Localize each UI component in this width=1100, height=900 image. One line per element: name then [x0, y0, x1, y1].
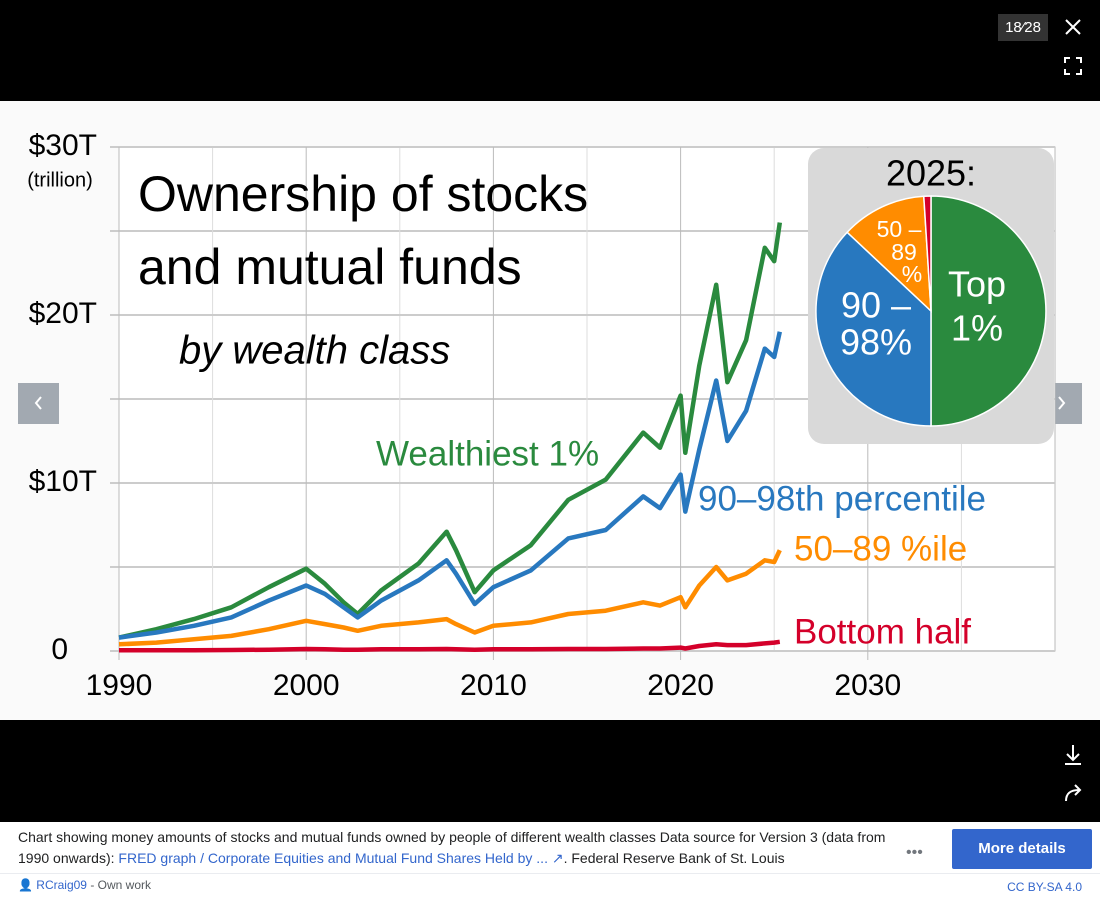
series-label: 50–89 %ile: [794, 529, 967, 568]
counter-box: [998, 14, 1048, 41]
series-label: Bottom half: [794, 612, 971, 651]
series-line: [118, 331, 782, 640]
y-tick-label: $10T: [29, 465, 97, 498]
caption-panel: Chart showing money amounts of stocks an…: [0, 822, 1100, 900]
x-tick-label: 1990: [86, 669, 153, 702]
caption-text: Chart showing money amounts of stocks an…: [18, 829, 886, 866]
more-menu[interactable]: •••: [906, 844, 923, 861]
caption-end: . Federal Reserve Bank of St. Louis: [563, 850, 785, 866]
prev-icon: [34, 396, 42, 410]
pie-slice: [815, 231, 932, 427]
download-button[interactable]: [1065, 745, 1081, 765]
y-tick-label: $20T: [29, 297, 97, 330]
pie-slice: [930, 195, 1047, 427]
license: CC BY-SA 4.0: [1007, 880, 1082, 894]
close-button[interactable]: [1065, 19, 1081, 35]
pie-label: Top: [948, 264, 1006, 305]
series-label: 90–98th percentile: [698, 479, 986, 518]
pie-label: 50 –: [877, 216, 922, 242]
fullscreen-button[interactable]: [1064, 57, 1082, 75]
y-tick-label: $30T: [29, 129, 97, 162]
pie-label: 89: [891, 239, 917, 265]
series-line: [119, 639, 781, 653]
caption-link[interactable]: FRED graph / Corporate Equities and Mutu…: [118, 850, 548, 866]
series-line: [118, 222, 783, 640]
chart: $30T $20T $10T 0 (trillion) 1990 2000 2010 2020 2…: [27, 129, 1056, 702]
share-button[interactable]: [1065, 784, 1082, 802]
license-link[interactable]: CC BY-SA 4.0: [1007, 880, 1082, 894]
author-link[interactable]: RCraig09: [36, 878, 87, 892]
pie-label: 90 –: [841, 285, 911, 326]
chart-title: Ownership of stocks: [138, 166, 588, 222]
pie-slice: [846, 195, 932, 313]
x-tick-label: 2010: [460, 669, 527, 702]
author-note: - Own work: [90, 878, 152, 892]
link-icon: ↗: [547, 850, 564, 866]
pie-slice: [922, 195, 932, 312]
pie-title: 2025:: [886, 153, 976, 194]
x-tick-label: 2000: [273, 669, 340, 702]
viewer: 18⁄28 $30T $20T $10T 0 (trillion) 1990 2000 201…: [0, 14, 1100, 802]
pie-label: 1%: [951, 308, 1003, 349]
series-line: [118, 549, 782, 647]
x-tick-label: 2030: [834, 669, 901, 702]
y-tick-label: 0: [51, 633, 68, 666]
pie-label: 98%: [840, 322, 912, 363]
next-icon: [1058, 396, 1066, 410]
separator: [0, 873, 1100, 874]
chart-title: and mutual funds: [138, 239, 522, 295]
series-label: Wealthiest 1%: [376, 434, 599, 473]
caption: Chart showing money amounts of stocks an…: [18, 827, 908, 869]
y-axis-label: (trillion): [27, 169, 93, 191]
counter: 18⁄28: [1005, 19, 1041, 36]
prev-button[interactable]: [18, 383, 59, 424]
pie-label: %: [902, 261, 922, 287]
more-details-button[interactable]: More details: [952, 829, 1092, 869]
author: 👤 RCraig09 - Own work: [18, 878, 152, 892]
chart-subtitle: by wealth class: [179, 329, 450, 373]
x-tick-label: 2020: [647, 669, 714, 702]
